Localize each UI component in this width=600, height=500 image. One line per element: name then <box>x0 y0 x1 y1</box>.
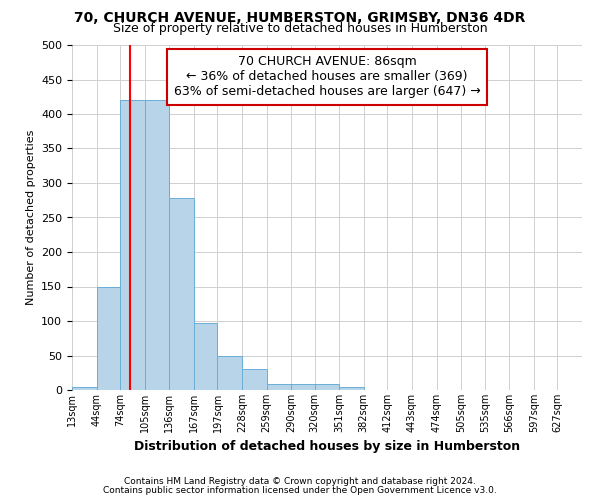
Text: Contains public sector information licensed under the Open Government Licence v3: Contains public sector information licen… <box>103 486 497 495</box>
Bar <box>120 100 145 390</box>
Y-axis label: Number of detached properties: Number of detached properties <box>26 130 35 305</box>
Text: Size of property relative to detached houses in Humberston: Size of property relative to detached ho… <box>113 22 487 35</box>
Bar <box>242 370 266 390</box>
Bar <box>291 384 315 390</box>
Bar <box>97 286 120 390</box>
Text: 70, CHURCH AVENUE, HUMBERSTON, GRIMSBY, DN36 4DR: 70, CHURCH AVENUE, HUMBERSTON, GRIMSBY, … <box>74 11 526 25</box>
Bar <box>145 100 169 390</box>
Bar <box>194 323 217 390</box>
Bar <box>72 386 97 390</box>
Bar <box>266 384 291 390</box>
Bar <box>339 386 364 390</box>
Text: Contains HM Land Registry data © Crown copyright and database right 2024.: Contains HM Land Registry data © Crown c… <box>124 477 476 486</box>
Bar <box>169 198 194 390</box>
Bar <box>217 356 242 390</box>
Text: 70 CHURCH AVENUE: 86sqm
← 36% of detached houses are smaller (369)
63% of semi-d: 70 CHURCH AVENUE: 86sqm ← 36% of detache… <box>173 56 481 98</box>
Bar <box>315 384 339 390</box>
X-axis label: Distribution of detached houses by size in Humberston: Distribution of detached houses by size … <box>134 440 520 454</box>
